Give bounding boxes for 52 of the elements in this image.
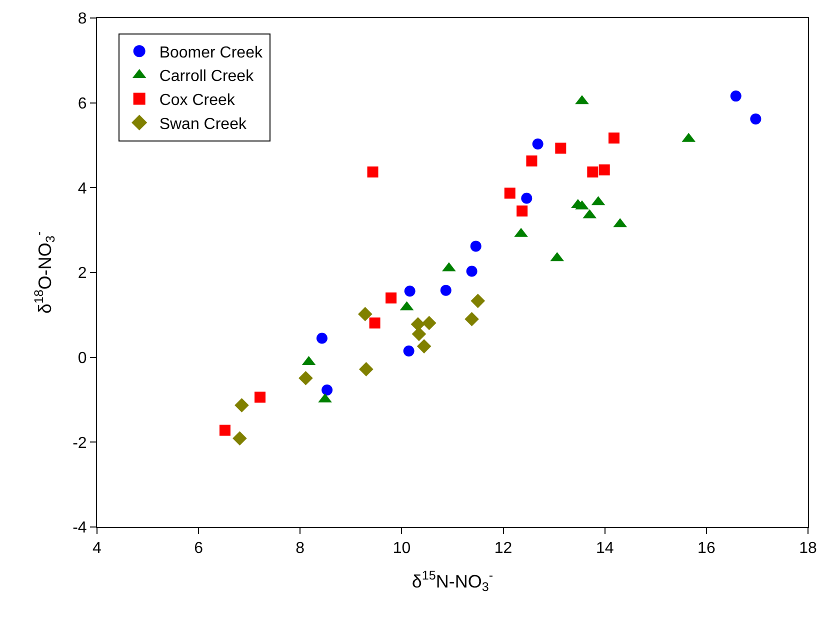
x-tick-label: 12 xyxy=(494,540,512,558)
point xyxy=(470,294,486,308)
x-tick-label: 10 xyxy=(392,540,411,558)
point xyxy=(598,164,610,176)
point xyxy=(369,317,380,328)
point xyxy=(440,284,452,296)
x-tick-label: 6 xyxy=(194,540,204,558)
point xyxy=(254,392,266,403)
x-tick-label: 14 xyxy=(596,540,614,558)
point xyxy=(521,192,532,204)
point xyxy=(532,138,544,150)
point xyxy=(404,286,416,297)
point xyxy=(219,424,230,436)
legend-label: Carroll Creek xyxy=(159,68,255,86)
x-tick-label: 16 xyxy=(698,540,716,558)
y-tick-label: 4 xyxy=(78,180,87,198)
point xyxy=(386,292,397,304)
point xyxy=(526,155,538,166)
legend-label: Swan Creek xyxy=(159,116,248,133)
point xyxy=(298,370,313,386)
point xyxy=(232,431,247,446)
point xyxy=(358,306,372,322)
x-tick-label: 18 xyxy=(799,540,817,558)
point xyxy=(466,266,478,277)
point xyxy=(412,326,426,342)
point xyxy=(322,384,333,396)
point xyxy=(367,166,378,178)
point xyxy=(750,113,762,124)
y-tick-label: 6 xyxy=(78,95,87,112)
point xyxy=(587,166,598,178)
point xyxy=(608,132,620,144)
point xyxy=(464,312,479,326)
point xyxy=(422,316,436,330)
y-tick-label: -4 xyxy=(72,520,87,537)
point xyxy=(416,339,432,354)
x-tick-label: 8 xyxy=(296,540,305,558)
y-tick-label: 8 xyxy=(78,10,87,28)
legend-label: Boomer Creek xyxy=(159,44,264,62)
point xyxy=(316,332,328,344)
point xyxy=(504,188,516,199)
point xyxy=(359,362,374,376)
point xyxy=(234,398,249,412)
point xyxy=(555,142,566,154)
y-tick-label: 0 xyxy=(78,350,87,367)
point xyxy=(730,90,742,102)
y-tick-label: 2 xyxy=(78,265,87,282)
x-tick-label: 4 xyxy=(92,540,102,558)
point xyxy=(470,240,482,252)
point xyxy=(516,206,528,216)
point xyxy=(403,345,414,356)
legend-label: Cox Creek xyxy=(159,92,236,110)
y-tick-label: -2 xyxy=(72,434,87,452)
